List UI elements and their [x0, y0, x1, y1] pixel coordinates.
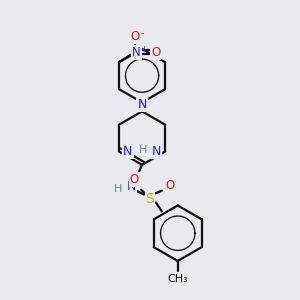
Text: H: H	[139, 145, 148, 154]
Text: N: N	[123, 145, 133, 158]
Text: N: N	[152, 145, 161, 158]
Text: N: N	[132, 46, 141, 59]
Text: CH₃: CH₃	[167, 274, 188, 284]
Text: N: N	[127, 180, 136, 193]
Text: O: O	[130, 173, 139, 186]
Text: O: O	[130, 30, 140, 43]
Text: +: +	[140, 45, 147, 54]
Text: O: O	[151, 46, 160, 59]
Text: H: H	[114, 184, 122, 194]
Text: O: O	[165, 179, 174, 192]
Text: -: -	[141, 28, 144, 38]
Text: N: N	[137, 98, 147, 111]
Text: S: S	[146, 191, 154, 206]
